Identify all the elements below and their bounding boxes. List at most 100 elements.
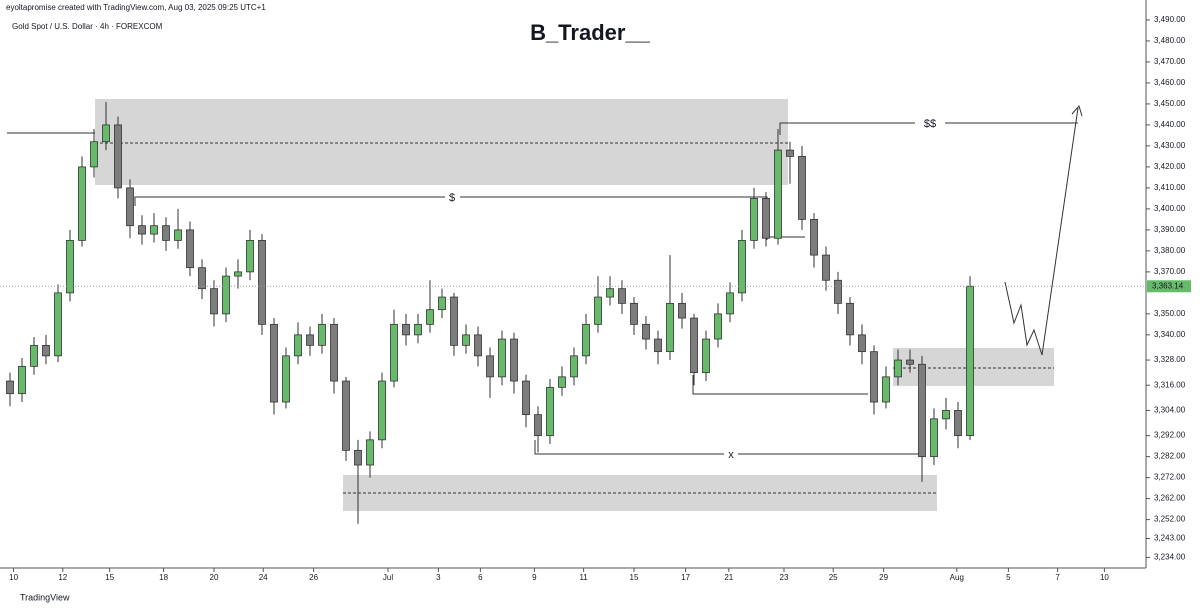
projection <box>1004 107 1079 356</box>
candle-body <box>918 363 926 458</box>
y-tick-label: 3,243.00 <box>1154 534 1186 543</box>
candle-body <box>426 309 434 325</box>
y-tick-label: 3,420.00 <box>1154 162 1186 171</box>
y-tick-label: 3,450.00 <box>1154 99 1186 108</box>
projection-arrow <box>1071 104 1083 117</box>
x-tick-label: 29 <box>879 573 888 582</box>
x-tick-label: 15 <box>630 573 639 582</box>
x-tick-label: 21 <box>724 573 733 582</box>
y-tick-label: 3,282.00 <box>1154 452 1186 461</box>
chart-subtitle: Gold Spot / U.S. Dollar · 4h · FOREXCOM <box>12 22 163 31</box>
y-tick-label: 3,350.00 <box>1154 309 1186 318</box>
candle-body <box>114 124 122 189</box>
candle-body <box>30 344 38 367</box>
last-price-label: 3,363.14 <box>1152 281 1184 290</box>
y-tick-label: 3,480.00 <box>1154 36 1186 45</box>
x-tick-label: Jul <box>383 573 393 582</box>
candle-body <box>366 439 374 466</box>
level-line <box>460 196 768 240</box>
candle-body <box>438 296 446 311</box>
y-tick-label: 3,390.00 <box>1154 225 1186 234</box>
y-tick-label: 3,304.00 <box>1154 406 1186 415</box>
candle-body <box>270 323 278 403</box>
x-tick-label: 20 <box>210 573 219 582</box>
x-tick-label: 10 <box>9 573 18 582</box>
candle-body <box>486 355 494 378</box>
candle-body <box>126 187 134 227</box>
candle-body <box>162 225 170 241</box>
candle-body <box>906 359 914 365</box>
x-tick-label: 7 <box>1055 573 1060 582</box>
candle-body <box>534 414 542 437</box>
y-tick-label: 3,410.00 <box>1154 183 1186 192</box>
candle-body <box>54 292 62 357</box>
y-tick-label: 3,252.00 <box>1154 515 1186 524</box>
candle-body <box>150 225 158 235</box>
candle-body <box>390 323 398 382</box>
y-tick-label: 3,380.00 <box>1154 246 1186 255</box>
x-tick-label: 9 <box>532 573 537 582</box>
candle-body <box>582 323 590 357</box>
y-tick-label: 3,292.00 <box>1154 431 1186 440</box>
candle-body <box>18 365 26 395</box>
candle-body <box>174 229 182 241</box>
annotation: x <box>728 449 734 461</box>
y-tick-label: 3,400.00 <box>1154 204 1186 213</box>
last-price-box <box>1147 280 1191 293</box>
y-tick-label: 3,460.00 <box>1154 78 1186 87</box>
candle-body <box>810 218 818 256</box>
candle-body <box>930 418 938 458</box>
x-tick-label: 17 <box>681 573 690 582</box>
candle-body <box>798 156 806 220</box>
candle-body <box>342 380 350 451</box>
candle-body <box>750 197 758 241</box>
candle-body <box>402 323 410 336</box>
candle-body <box>210 288 218 315</box>
candle-body <box>354 449 362 466</box>
y-tick-label: 3,234.00 <box>1154 553 1186 562</box>
candle-body <box>306 334 314 346</box>
zone <box>95 99 788 185</box>
candle-body <box>642 323 650 340</box>
candle-body <box>186 229 194 269</box>
x-tick-label: 23 <box>780 573 789 582</box>
level-line <box>692 375 868 395</box>
candle-body <box>378 380 386 441</box>
candle-body <box>630 302 638 325</box>
candle-body <box>198 267 206 290</box>
x-tick-label: 25 <box>829 573 838 582</box>
candle-body <box>954 410 962 437</box>
candles <box>6 101 974 524</box>
candle-body <box>558 376 566 388</box>
candle-body <box>786 149 794 157</box>
candle-body <box>498 338 506 378</box>
candle-body <box>846 302 854 336</box>
y-tick-label: 3,490.00 <box>1154 15 1186 24</box>
candle-body <box>714 313 722 340</box>
candle-body <box>894 359 902 378</box>
x-tick-label: 3 <box>436 573 441 582</box>
y-tick-label: 3,470.00 <box>1154 57 1186 66</box>
candle-body <box>546 386 554 437</box>
candle-body <box>102 124 110 143</box>
candle-body <box>738 239 746 294</box>
candle-body <box>222 275 230 315</box>
candle-body <box>966 285 974 437</box>
candle-body <box>762 197 770 239</box>
candle-body <box>594 296 602 325</box>
candle-body <box>246 239 254 273</box>
x-tick-label: 5 <box>1006 573 1011 582</box>
candle-body <box>858 334 866 353</box>
candle-body <box>414 323 422 336</box>
candle-body <box>258 239 266 325</box>
y-tick-label: 3,430.00 <box>1154 141 1186 150</box>
candle-body <box>234 271 242 277</box>
level-line <box>779 122 915 135</box>
candle-body <box>330 323 338 382</box>
y-tick-label: 3,370.00 <box>1154 267 1186 276</box>
credit: eyoltapromise created with TradingView.c… <box>6 3 266 12</box>
x-tick-label: 6 <box>478 573 483 582</box>
x-tick-label: 26 <box>309 573 318 582</box>
candle-body <box>702 338 710 374</box>
